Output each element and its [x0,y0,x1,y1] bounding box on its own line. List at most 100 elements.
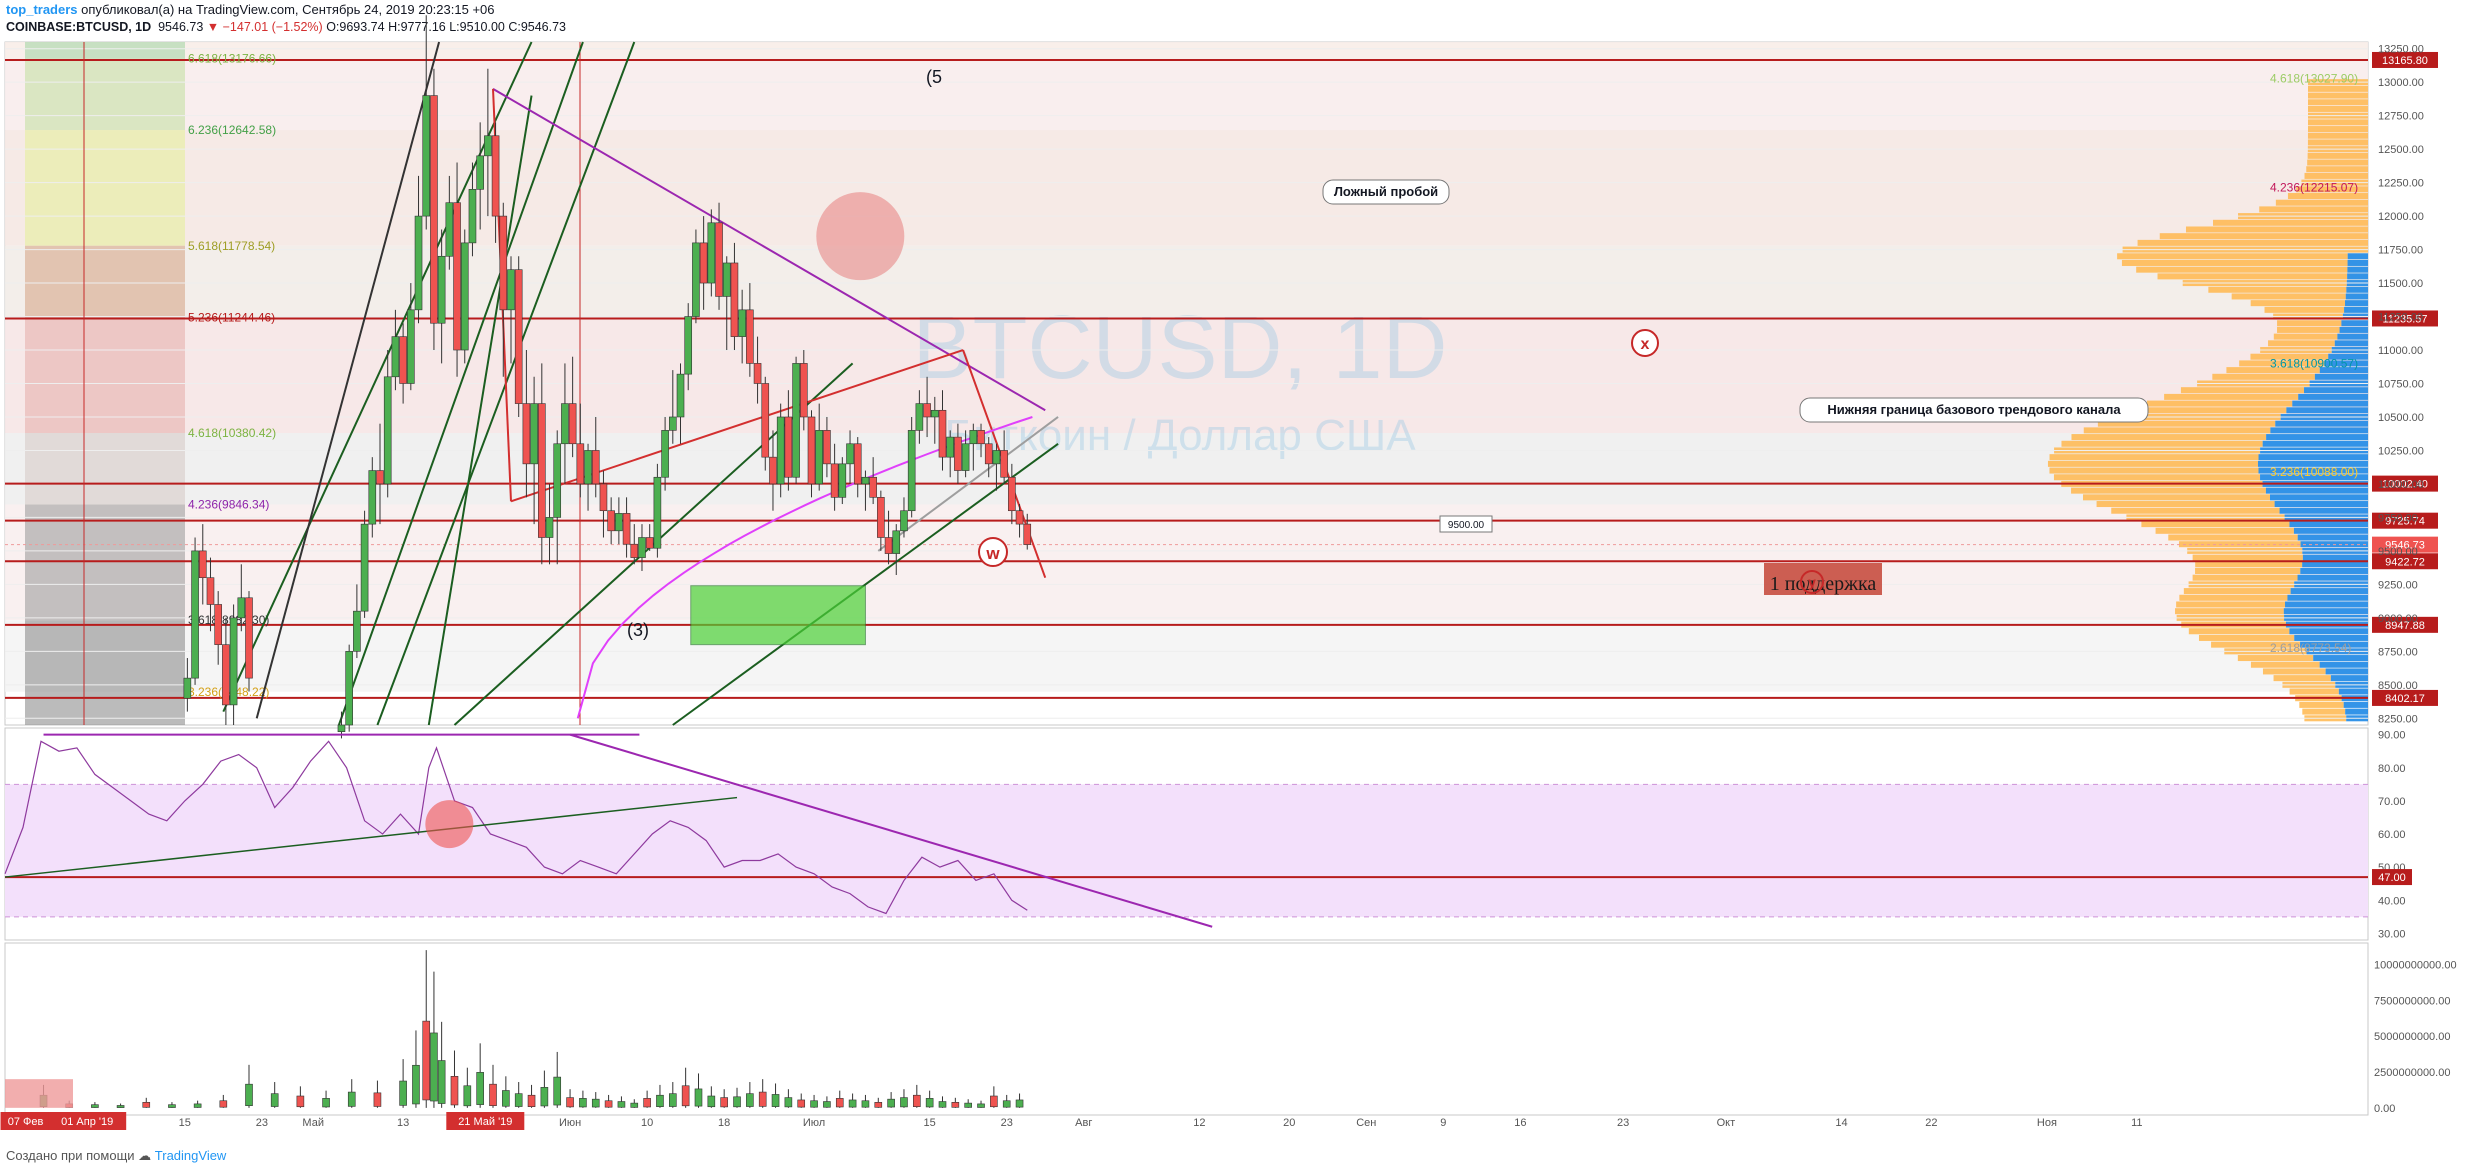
candle-body [568,403,577,445]
volume-bar [990,1095,998,1108]
candle-body [345,651,353,726]
volume-bar [399,1080,407,1106]
candle-body [491,135,500,217]
volume-bar [810,1100,818,1108]
price-axis-tick: 10750.00 [2378,379,2424,391]
volume-bar [746,1093,754,1107]
publish-header: top_traders опубликовал(а) на TradingVie… [6,2,495,17]
candle-body [584,450,592,485]
volume-profile-bar [2047,460,2258,467]
volume-profile-bar [2289,688,2339,695]
volume-profile-bar [2347,253,2368,260]
trend-line [492,88,1046,412]
volume-profile-bar [2319,367,2368,374]
volume-profile-bar [2279,507,2368,514]
volume-profile-bar [2176,601,2286,608]
volume-bar [502,1090,510,1107]
volume-bar [579,1098,587,1108]
volume-profile-bar [2307,105,2368,112]
volume-bar [913,1094,921,1107]
volume-profile-bar [2049,454,2259,461]
publish-info: опубликовал(а) на TradingView.com, Сентя… [81,2,495,17]
time-axis-tick: Июл [803,1117,825,1129]
volume-profile-bar [2308,99,2368,106]
fib-level-left: 3.618(8982.30) [188,613,269,627]
candle-body [969,430,978,445]
time-axis-tick: 15 [924,1117,936,1129]
volume-profile-bar [2208,286,2347,293]
tradingview-link[interactable]: TradingView [154,1148,227,1163]
price-axis-tick: 9000.00 [2378,613,2418,625]
candle-body [977,430,985,445]
candle-body [407,309,415,384]
candle-body [653,476,662,549]
fib-extension-column [25,58,185,131]
candle-body [815,430,824,485]
candle-body [198,550,207,578]
volume-bar [116,1105,125,1108]
volume-bar [450,1076,459,1106]
y-label: y [1808,574,1816,590]
price-axis-tick: 11500.00 [2378,278,2423,290]
candle-body [607,510,615,532]
candle-body [368,470,377,525]
volume-profile-bar [2266,434,2368,441]
volume-axis-tick: 2500000000.00 [2374,1067,2450,1079]
price-tag-label: 11235.57 [2382,313,2427,325]
candle-body [884,537,893,554]
volume-bar [681,1085,690,1107]
fib-level-right: 3.618(10900.57) [2270,356,2358,370]
candle-body [507,269,515,311]
volume-bar [861,1100,870,1108]
volume-profile-bar [2097,420,2276,427]
candle-body [838,463,847,498]
candle-body [545,517,554,538]
volume-profile-bar [2304,387,2368,394]
channel-lower-bound-label: Нижняя граница базового трендового канал… [1827,402,2121,417]
time-axis-tick: 12 [1193,1117,1205,1129]
candle-body [437,255,446,324]
label-9500-box [1439,515,1493,533]
fib-band [5,620,2368,692]
volume-profile-bar [2324,360,2368,367]
volume-left-box [5,1079,73,1108]
fib-extension-column [25,504,185,621]
volume-bar [617,1101,626,1108]
candle-body [645,537,654,549]
volume-profile-bar [2308,85,2368,92]
volume-profile-bar [2147,400,2293,407]
candle-body [615,513,623,532]
volume-profile-bar [2338,688,2368,695]
candle-body [453,202,461,351]
fib-extension-column [25,130,185,246]
author-link[interactable]: top_traders [6,2,78,17]
volume-profile-bar [2226,367,2320,374]
candle-body [353,610,361,652]
volume-profile-bar [2111,507,2280,514]
price-axis-tick: 10250.00 [2378,445,2424,457]
time-axis-tick: Авг [1075,1117,1092,1129]
volume-bar [591,1098,600,1108]
volume-axis-tick: 10000000000.00 [2374,960,2457,972]
volume-profile-bar [2121,259,2348,266]
price-change: ▼ −147.01 (−1.52%) [206,20,323,34]
candle-body [445,202,454,257]
w-marker [978,537,1008,567]
volume-profile-bar [2325,668,2368,675]
volume-profile-bar [2155,527,2294,534]
candle-body [707,222,716,284]
footer-text: Создано при помощи [6,1148,135,1163]
candle-body [222,644,230,706]
fib-band [5,245,2368,318]
candle-body [738,309,746,337]
candle-body [992,450,1001,465]
volume-profile-bar [2258,454,2368,461]
volume-profile-bar [2306,166,2368,173]
rsi-breakout-highlight [425,800,474,849]
volume-profile-bar [2290,588,2368,595]
candle-body [769,456,777,485]
candle-body [183,677,192,699]
support-zone [690,585,866,646]
candle-body [861,476,870,485]
